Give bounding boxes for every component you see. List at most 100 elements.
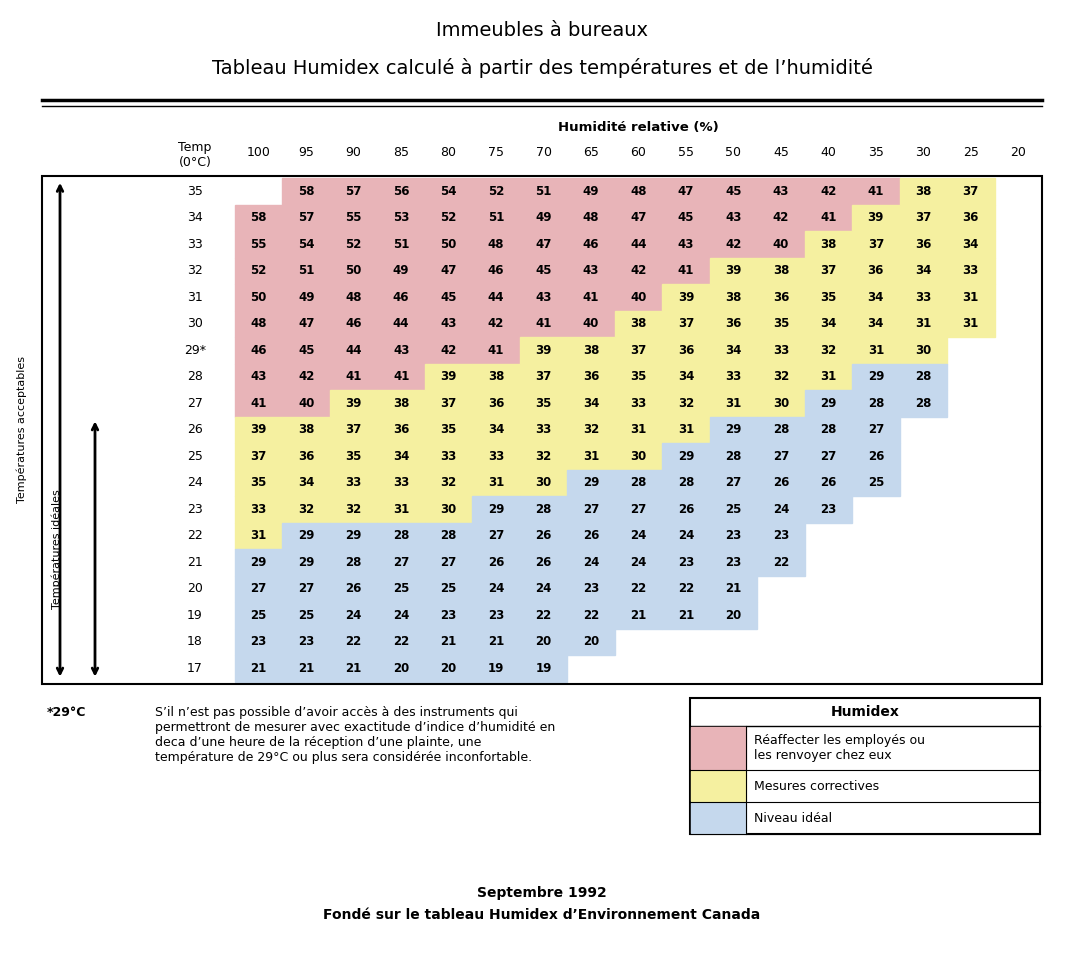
Bar xyxy=(710,231,758,257)
Text: 45: 45 xyxy=(535,264,552,277)
Bar xyxy=(425,522,473,549)
Text: 39: 39 xyxy=(867,211,885,225)
Bar xyxy=(758,496,804,522)
Bar xyxy=(662,522,710,549)
Text: 23: 23 xyxy=(725,529,741,542)
Text: 44: 44 xyxy=(630,238,647,251)
Text: 33: 33 xyxy=(725,371,741,383)
Bar xyxy=(283,417,330,443)
Bar xyxy=(473,655,520,682)
Text: Températures acceptables: Températures acceptables xyxy=(16,356,27,503)
Text: 23: 23 xyxy=(188,503,203,516)
Bar xyxy=(758,364,804,390)
Text: 36: 36 xyxy=(678,344,694,357)
Bar xyxy=(804,310,852,337)
Bar xyxy=(473,496,520,522)
Text: 35: 35 xyxy=(346,449,362,463)
Bar xyxy=(710,310,758,337)
Text: 30: 30 xyxy=(631,449,647,463)
Text: 23: 23 xyxy=(440,609,456,622)
Bar xyxy=(377,575,425,602)
Text: 26: 26 xyxy=(821,476,837,490)
Text: 29: 29 xyxy=(298,529,314,542)
Text: 49: 49 xyxy=(298,291,314,303)
Text: 28: 28 xyxy=(821,423,837,436)
Bar xyxy=(377,522,425,549)
Bar xyxy=(235,522,283,549)
Text: 85: 85 xyxy=(393,146,409,158)
Text: 26: 26 xyxy=(188,423,203,436)
Bar xyxy=(330,417,377,443)
Bar xyxy=(662,443,710,469)
Text: 42: 42 xyxy=(725,238,741,251)
Text: 28: 28 xyxy=(440,529,456,542)
Bar xyxy=(235,284,283,310)
Text: 31: 31 xyxy=(393,503,410,516)
Bar xyxy=(520,364,567,390)
Bar xyxy=(330,231,377,257)
Bar xyxy=(900,390,947,417)
Bar xyxy=(283,575,330,602)
Text: 51: 51 xyxy=(298,264,314,277)
Bar xyxy=(567,469,615,496)
Bar xyxy=(947,178,994,204)
Text: Fondé sur le tableau Humidex d’Environnement Canada: Fondé sur le tableau Humidex d’Environne… xyxy=(323,908,761,922)
Text: 43: 43 xyxy=(393,344,410,357)
Bar xyxy=(520,204,567,231)
Text: 28: 28 xyxy=(630,476,647,490)
Bar xyxy=(900,337,947,364)
Bar xyxy=(615,469,662,496)
Bar xyxy=(377,549,425,575)
Bar xyxy=(425,549,473,575)
Text: 36: 36 xyxy=(725,317,741,330)
Text: 35: 35 xyxy=(630,371,647,383)
Bar xyxy=(377,496,425,522)
Bar xyxy=(330,257,377,284)
Bar xyxy=(852,257,900,284)
Text: 33: 33 xyxy=(535,423,552,436)
Text: 37: 37 xyxy=(963,184,979,198)
Bar xyxy=(330,310,377,337)
Text: 41: 41 xyxy=(488,344,504,357)
Text: 41: 41 xyxy=(821,211,837,225)
Text: 31: 31 xyxy=(250,529,267,542)
Bar xyxy=(804,231,852,257)
Text: 70: 70 xyxy=(535,146,552,158)
Bar xyxy=(235,337,283,364)
Text: 31: 31 xyxy=(725,396,741,410)
Bar xyxy=(520,310,567,337)
Bar xyxy=(235,655,283,682)
Text: 20: 20 xyxy=(393,661,410,675)
Text: 37: 37 xyxy=(440,396,456,410)
Bar xyxy=(710,178,758,204)
Text: 38: 38 xyxy=(298,423,314,436)
Bar xyxy=(330,496,377,522)
Text: 47: 47 xyxy=(630,211,647,225)
Text: 28: 28 xyxy=(393,529,410,542)
Bar xyxy=(330,284,377,310)
Text: Réaffecter les employés ou
les renvoyer chez eux: Réaffecter les employés ou les renvoyer … xyxy=(754,734,925,762)
Text: 41: 41 xyxy=(867,184,885,198)
Text: 32: 32 xyxy=(535,449,552,463)
Bar xyxy=(425,337,473,364)
Bar xyxy=(710,257,758,284)
Bar xyxy=(947,231,994,257)
Bar xyxy=(852,390,900,417)
Text: 22: 22 xyxy=(346,636,362,648)
Text: 38: 38 xyxy=(915,184,931,198)
Bar xyxy=(852,417,900,443)
Bar xyxy=(377,390,425,417)
Text: 20: 20 xyxy=(725,609,741,622)
Bar xyxy=(473,549,520,575)
Bar xyxy=(235,469,283,496)
Text: 30: 30 xyxy=(773,396,789,410)
Text: 28: 28 xyxy=(188,371,203,383)
Text: 27: 27 xyxy=(867,423,883,436)
Text: 32: 32 xyxy=(188,264,203,277)
Text: Immeubles à bureaux: Immeubles à bureaux xyxy=(436,20,648,39)
Bar xyxy=(900,231,947,257)
Bar xyxy=(235,443,283,469)
Text: 65: 65 xyxy=(583,146,599,158)
Bar xyxy=(283,496,330,522)
Text: 46: 46 xyxy=(488,264,504,277)
